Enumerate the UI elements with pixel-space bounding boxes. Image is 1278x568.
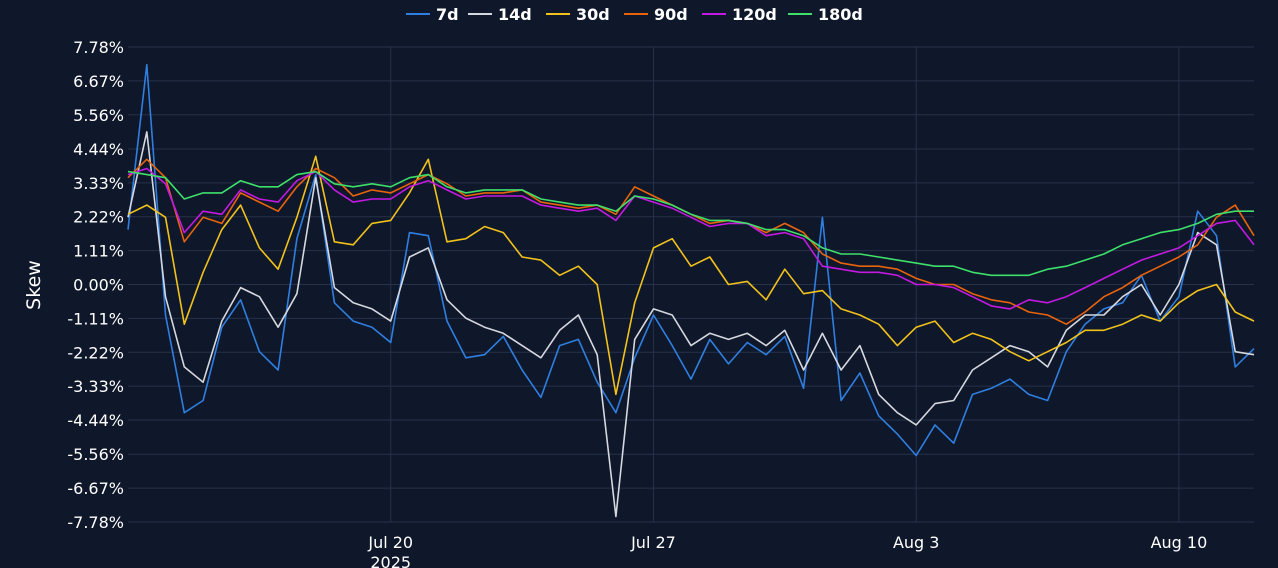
y-tick-label: -5.56% (67, 445, 124, 464)
series-line-7d (127, 63, 1255, 457)
grid-layer (128, 46, 1254, 523)
legend-label: 14d (498, 5, 532, 24)
y-tick-label: -6.67% (67, 479, 124, 498)
y-tick-label: -1.11% (67, 309, 124, 328)
legend-item-14d[interactable]: 14d (468, 5, 532, 24)
series-line-14d (127, 131, 1255, 518)
legend-label: 180d (818, 5, 863, 24)
y-tick-label: -4.44% (67, 411, 124, 430)
series-line-180d (127, 170, 1254, 277)
x-tick-label: Aug 10 (1151, 533, 1208, 552)
legend-label: 7d (436, 5, 459, 24)
y-tick-label: 6.67% (73, 72, 124, 91)
y-tick-label: -3.33% (67, 377, 124, 396)
legend-label: 30d (576, 5, 610, 24)
legend-item-180d[interactable]: 180d (788, 5, 863, 24)
legend-item-120d[interactable]: 120d (702, 5, 777, 24)
y-tick-label: 3.33% (73, 174, 124, 193)
legend-item-7d[interactable]: 7d (406, 5, 459, 24)
y-tick-label: 2.22% (73, 208, 124, 227)
x-tick-label: Aug 3 (893, 533, 940, 552)
y-tick-label: 7.78% (73, 38, 124, 57)
x-tick-sublabel: 2025 (370, 553, 411, 568)
y-tick-label: -2.22% (67, 343, 124, 362)
legend-label: 90d (654, 5, 688, 24)
y-axis-ticks: 7.78% 6.67% 5.56% 4.44% 3.33% 2.22% 1.11% 0.00%… (67, 38, 124, 532)
y-tick-label: 0.00% (73, 276, 124, 295)
series-layer (127, 63, 1255, 518)
y-tick-label: 4.44% (73, 140, 124, 159)
series-line-30d (127, 155, 1255, 396)
x-tick-label: Jul 20 (367, 533, 413, 552)
legend[interactable]: 7d 14d 30d 90d 120d 180d (406, 5, 863, 24)
y-tick-label: 5.56% (73, 106, 124, 125)
y-tick-label: -7.78% (67, 513, 124, 532)
y-axis-title: Skew (23, 260, 45, 310)
x-tick-label: Jul 27 (630, 533, 676, 552)
legend-item-30d[interactable]: 30d (546, 5, 610, 24)
legend-label: 120d (732, 5, 777, 24)
legend-item-90d[interactable]: 90d (624, 5, 688, 24)
y-tick-label: 1.11% (73, 242, 124, 261)
